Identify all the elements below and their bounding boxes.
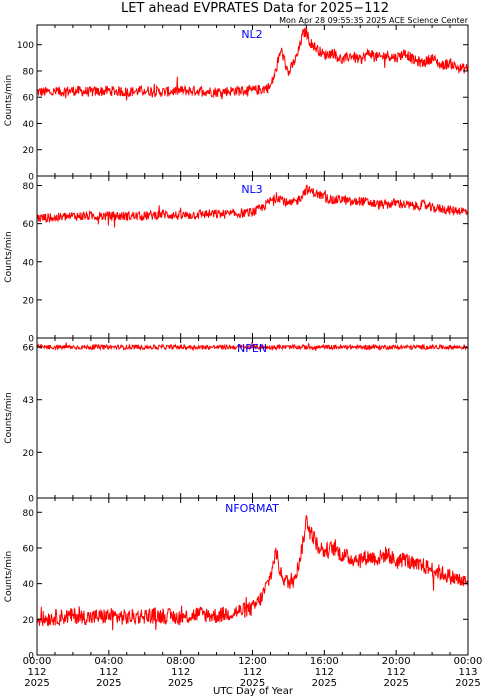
panel-frame	[36, 175, 469, 339]
y-axis-label: Counts/min	[4, 231, 14, 282]
y-axis-label: Counts/min	[4, 551, 14, 602]
y-tick-label: 0	[28, 495, 34, 505]
y-tick-label: 0	[28, 335, 34, 345]
panel-frame	[36, 337, 469, 499]
panel-npen: 0 20 43 66 Counts/min NPEN	[4, 337, 469, 505]
y-tick-label: 0	[28, 173, 34, 183]
y-tick-label: 80	[23, 67, 35, 77]
y-tick-label: 40	[23, 120, 35, 130]
series-line-npen	[36, 341, 469, 352]
x-tick-label: 112	[171, 667, 190, 678]
panel-nl3: 0 20 40 60 80 Counts/min NL3	[4, 175, 469, 345]
y-tick-label: 60	[23, 94, 35, 104]
panel-label-npen: NPEN	[237, 342, 267, 355]
y-tick-label: 20	[23, 449, 35, 459]
y-tick-label: 43	[23, 396, 34, 406]
x-tick-label: 2025	[383, 678, 408, 689]
x-tick-label: 08:00	[166, 656, 195, 667]
y-tick-label: 60	[23, 544, 35, 554]
x-tick-label: 112	[99, 667, 118, 678]
x-tick-label: 2025	[240, 678, 265, 689]
y-axis-label: Counts/min	[4, 75, 14, 126]
panel-frame	[36, 497, 469, 656]
x-tick-label: 04:00	[94, 656, 123, 667]
x-tick-label: 00:00	[23, 656, 52, 667]
x-axis-tick-labels: 00:00112202504:00112202508:00112202512:0…	[23, 656, 482, 689]
x-tick-label: 112	[315, 667, 334, 678]
x-tick-label: 2025	[96, 678, 121, 689]
y-tick-label: 40	[23, 258, 35, 268]
x-tick-label: 16:00	[310, 656, 339, 667]
panel-label-nformat: NFORMAT	[225, 502, 279, 515]
y-tick-label: 40	[23, 580, 35, 590]
x-axis-label: UTC Day of Year	[213, 686, 294, 697]
x-tick-label: 2025	[312, 678, 337, 689]
x-tick-label: 113	[458, 667, 477, 678]
x-tick-label: 20:00	[382, 656, 411, 667]
x-tick-label: 2025	[455, 678, 480, 689]
y-tick-label: 100	[17, 41, 34, 51]
x-tick-label: 00:00	[454, 656, 482, 667]
y-axis-label: Counts/min	[4, 392, 14, 443]
panel-nl2: 0 20 40 60 80 100 Counts/min NL2	[4, 24, 469, 183]
chart-title: LET ahead EVPRATES Data for 2025−112	[121, 1, 389, 16]
panel-frame	[36, 24, 469, 177]
x-tick-label: 112	[243, 667, 262, 678]
x-tick-label: 2025	[168, 678, 193, 689]
y-tick-label: 0	[28, 652, 34, 662]
y-tick-label: 60	[23, 220, 35, 230]
y-tick-label: 80	[23, 182, 35, 192]
x-tick-label: 12:00	[238, 656, 267, 667]
x-tick-label: 2025	[24, 678, 49, 689]
y-tick-label: 20	[23, 146, 35, 156]
y-tick-label: 20	[23, 296, 35, 306]
series-line-nl3	[36, 184, 468, 228]
series-line-nformat	[36, 515, 469, 631]
y-tick-label: 66	[23, 344, 35, 354]
panel-nformat: 0 20 40 60 80 Counts/min NFORMAT	[4, 497, 469, 662]
panel-label-nl3: NL3	[241, 183, 262, 196]
x-tick-label: 112	[27, 667, 46, 678]
panel-label-nl2: NL2	[241, 28, 262, 41]
timestamp-label: Mon Apr 28 09:55:35 2025 ACE Science Cen…	[279, 16, 469, 25]
series-line-nl2	[36, 27, 469, 101]
x-tick-label: 112	[387, 667, 406, 678]
panels: 0 20 40 60 80 100 Counts/min NL2 0 20 40 60 80 Counts…	[4, 24, 469, 662]
y-tick-label: 80	[23, 509, 35, 519]
y-tick-label: 20	[23, 616, 35, 626]
